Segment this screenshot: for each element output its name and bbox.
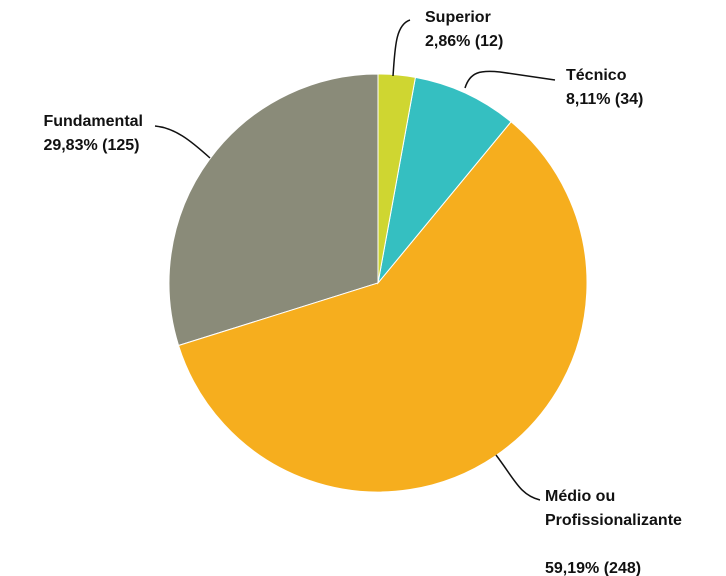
slice-label: Fundamental 29,83% (125): [43, 110, 143, 158]
category-label: Fundamental: [43, 113, 143, 130]
pie-slice: [177, 121, 588, 493]
leader-line: [495, 454, 541, 501]
value-label: 8,11% (34): [566, 91, 644, 108]
category-label: Médio ou Profissionalizante: [545, 488, 682, 529]
value-label: 59,19% (248): [545, 560, 642, 576]
pie-slice: [377, 76, 512, 285]
leader-line: [392, 19, 411, 77]
leader-line: [464, 70, 556, 89]
category-label: Técnico: [566, 67, 627, 84]
pie-slice: [377, 73, 416, 284]
category-label: Superior: [425, 9, 491, 26]
value-label: 29,83% (125): [43, 137, 140, 154]
slice-label: Superior 2,86% (12): [425, 6, 503, 54]
pie-slice: [168, 73, 379, 347]
slice-label: Médio ou Profissionalizante 59,19% (248): [545, 485, 695, 576]
slice-label: Técnico 8,11% (34): [566, 64, 643, 112]
value-label: 2,86% (12): [425, 33, 504, 50]
leader-line: [154, 125, 211, 159]
